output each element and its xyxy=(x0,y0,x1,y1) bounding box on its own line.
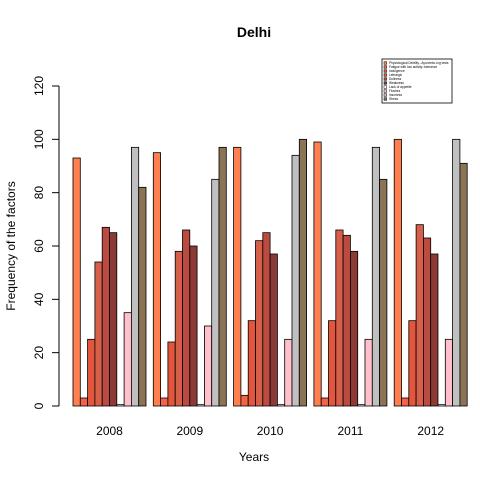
bar-2012-series-5 xyxy=(422,237,432,407)
bar-2010-series-9 xyxy=(291,154,300,407)
bar-2011-series-2 xyxy=(320,397,329,407)
bar-2012-series-10 xyxy=(459,162,468,407)
bar-2009-series-4 xyxy=(174,250,183,407)
bar-2008-series-10 xyxy=(138,186,147,407)
y-tick-label-80: 80 xyxy=(32,186,46,200)
bar-2012-series-7 xyxy=(437,404,446,407)
bar-2010-series-7 xyxy=(276,404,286,407)
bar-2009-series-1 xyxy=(152,152,162,407)
bar-2012-series-4 xyxy=(415,224,424,407)
bar-2012-series-9 xyxy=(452,138,461,407)
legend-label-2: Fatigue with low activity..tolerance xyxy=(389,65,437,69)
bar-2011-series-3 xyxy=(328,320,337,407)
x-axis-label: Years xyxy=(239,450,269,464)
bar-2011-series-5 xyxy=(342,234,351,407)
bar-2008-series-2 xyxy=(79,397,89,407)
bar-2008-series-1 xyxy=(72,157,81,407)
bar-2012-series-3 xyxy=(408,320,417,407)
bar-2011-series-4 xyxy=(335,229,344,407)
x-tick-label-2012: 2012 xyxy=(417,424,444,438)
bar-2009-series-10 xyxy=(218,146,227,407)
y-tick-label-100: 100 xyxy=(32,129,46,149)
x-tick-label-2011: 2011 xyxy=(337,424,363,438)
bar-2011-series-6 xyxy=(349,250,359,407)
legend-swatch-10 xyxy=(383,97,387,101)
bars-group xyxy=(72,138,468,407)
y-tick-label-120: 120 xyxy=(32,76,46,96)
bar-2008-series-4 xyxy=(94,261,103,407)
legend-swatch-9 xyxy=(383,93,387,97)
bar-2011-series-10 xyxy=(379,178,388,407)
chart-title: Delhi xyxy=(237,24,271,40)
bar-2009-series-9 xyxy=(211,178,220,407)
y-tick-label-20: 20 xyxy=(32,346,46,360)
legend-label-8: Flushes xyxy=(389,89,401,93)
bar-2009-series-5 xyxy=(182,229,191,407)
bar-2008-series-9 xyxy=(130,146,140,407)
legend-swatch-5 xyxy=(383,77,387,81)
bar-2012-series-6 xyxy=(430,253,439,407)
legend-swatch-1 xyxy=(383,61,387,65)
y-axis-label: Frequency of the factors xyxy=(4,181,18,310)
legend-swatch-8 xyxy=(383,89,387,93)
x-tick-label-2008: 2008 xyxy=(96,424,123,438)
bar-2008-series-6 xyxy=(109,232,118,407)
bar-2009-series-3 xyxy=(167,341,176,407)
bar-2009-series-8 xyxy=(203,325,213,407)
bar-2009-series-7 xyxy=(196,404,205,407)
bar-2010-series-3 xyxy=(247,320,256,407)
y-axis: 0 20 40 60 80 100 120 xyxy=(32,76,60,409)
x-tick-label-2009: 2009 xyxy=(176,424,203,438)
bar-2011-series-7 xyxy=(357,404,366,407)
legend-swatch-3 xyxy=(383,69,387,73)
bar-2012-series-2 xyxy=(401,397,410,407)
legend-box xyxy=(381,58,453,104)
bar-2008-series-8 xyxy=(123,312,132,407)
legend-label-7: Lack of appetite xyxy=(389,85,412,89)
bar-2010-series-6 xyxy=(269,253,278,407)
bar-2008-series-7 xyxy=(116,404,125,407)
legend-swatch-6 xyxy=(383,81,387,85)
x-tick-label-2010: 2010 xyxy=(257,424,284,438)
legend-label-3: Indulgence xyxy=(389,69,405,73)
bar-2011-series-8 xyxy=(364,338,373,407)
bar-2008-series-3 xyxy=(87,338,96,407)
legend-label-5: Dullness xyxy=(389,77,402,81)
y-tick-label-0: 0 xyxy=(32,402,46,409)
bar-2012-series-8 xyxy=(444,338,453,407)
legend-swatch-4 xyxy=(383,73,387,77)
bar-2011-series-1 xyxy=(313,141,322,407)
legend-label-6: Weakness xyxy=(389,81,404,85)
bar-2012-series-1 xyxy=(393,138,402,407)
legend-label-9: Insomnia xyxy=(389,93,402,97)
bar-2010-series-8 xyxy=(284,338,293,407)
legend-swatch-2 xyxy=(383,65,387,69)
legend: Physiological Debility...Ayurveda..ing t… xyxy=(381,58,453,104)
y-tick-label-40: 40 xyxy=(32,292,46,306)
bar-2009-series-6 xyxy=(189,245,198,407)
y-tick-label-60: 60 xyxy=(32,239,46,253)
bar-2010-series-5 xyxy=(262,232,271,407)
legend-label-4: Lethargic xyxy=(389,73,403,77)
bar-2010-series-10 xyxy=(298,138,307,407)
bar-2011-series-9 xyxy=(371,146,380,407)
bar-2010-series-4 xyxy=(255,240,264,407)
bar-2010-series-2 xyxy=(240,394,249,407)
bar-2010-series-1 xyxy=(233,146,242,407)
x-axis: 2008 2009 2010 2011 2012 xyxy=(96,424,444,438)
legend-label-1: Physiological Debility...Ayurveda..ing t… xyxy=(389,61,449,65)
legend-label-10: Stress xyxy=(389,97,398,101)
bar-2009-series-2 xyxy=(160,397,169,407)
bar-2008-series-5 xyxy=(101,226,110,407)
legend-swatch-7 xyxy=(383,85,387,89)
